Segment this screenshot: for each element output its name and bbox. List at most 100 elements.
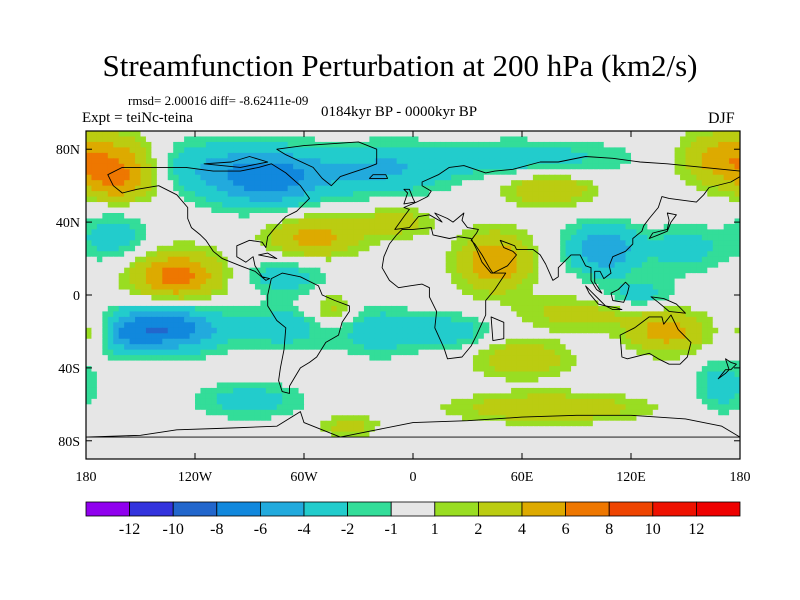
- field-cell: [118, 229, 125, 236]
- field-cell: [451, 316, 458, 323]
- field-cell: [701, 316, 708, 323]
- field-cell: [658, 234, 665, 241]
- field-cell: [156, 262, 163, 269]
- field-cell: [233, 152, 240, 159]
- field-cell: [723, 267, 730, 274]
- field-cell: [636, 131, 643, 138]
- field-cell: [669, 207, 676, 214]
- field-cell: [571, 196, 578, 203]
- field-cell: [118, 152, 125, 159]
- field-cell: [173, 234, 180, 241]
- field-cell: [233, 218, 240, 225]
- field-cell: [265, 327, 272, 334]
- field-cell: [511, 141, 518, 148]
- field-cell: [167, 163, 174, 170]
- field-cell: [718, 136, 725, 143]
- field-cell: [173, 158, 180, 165]
- field-cell: [467, 191, 474, 198]
- field-cell: [402, 191, 409, 198]
- field-cell: [729, 229, 736, 236]
- field-cell: [304, 262, 311, 269]
- field-cell: [167, 158, 174, 165]
- field-cell: [325, 169, 332, 176]
- field-cell: [418, 131, 425, 138]
- field-cell: [505, 223, 512, 230]
- field-cell: [696, 207, 703, 214]
- field-cell: [505, 333, 512, 340]
- field-cell: [609, 338, 616, 345]
- field-cell: [211, 344, 218, 351]
- field-cell: [483, 262, 490, 269]
- field-cell: [625, 158, 632, 165]
- field-cell: [145, 147, 152, 154]
- field-cell: [222, 273, 229, 280]
- field-cell: [314, 349, 321, 356]
- field-cell: [271, 152, 278, 159]
- field-cell: [325, 273, 332, 280]
- field-cell: [734, 169, 740, 176]
- field-cell: [603, 245, 610, 252]
- field-cell: [173, 284, 180, 291]
- field-cell: [265, 344, 272, 351]
- field-cell: [287, 273, 294, 280]
- field-cell: [178, 213, 185, 220]
- field-cell: [358, 289, 365, 296]
- field-cell: [195, 234, 202, 241]
- field-cell: [145, 229, 152, 236]
- field-cell: [685, 218, 692, 225]
- field-cell: [625, 256, 632, 263]
- field-cell: [587, 344, 594, 351]
- field-cell: [140, 163, 147, 170]
- field-cell: [587, 169, 594, 176]
- field-cell: [538, 267, 545, 274]
- field-cell: [429, 311, 436, 318]
- field-cell: [102, 300, 109, 307]
- field-cell: [587, 316, 594, 323]
- field-cell: [543, 305, 550, 312]
- field-cell: [342, 327, 349, 334]
- field-cell: [712, 300, 719, 307]
- field-cell: [423, 251, 430, 258]
- field-cell: [173, 218, 180, 225]
- field-cell: [663, 273, 670, 280]
- field-cell: [227, 174, 234, 181]
- field-cell: [652, 300, 659, 307]
- field-cell: [658, 131, 665, 138]
- field-cell: [249, 322, 256, 329]
- field-cell: [527, 180, 534, 187]
- field-cell: [233, 136, 240, 143]
- field-cell: [652, 191, 659, 198]
- field-cell: [276, 185, 283, 192]
- field-cell: [173, 240, 180, 247]
- field-cell: [729, 191, 736, 198]
- field-cell: [271, 131, 278, 138]
- field-cell: [189, 207, 196, 214]
- field-cell: [620, 322, 627, 329]
- field-cell: [260, 185, 267, 192]
- field-cell: [167, 256, 174, 263]
- field-cell: [690, 196, 697, 203]
- field-cell: [690, 278, 697, 285]
- field-cell: [342, 262, 349, 269]
- field-cell: [631, 163, 638, 170]
- field-cell: [145, 240, 152, 247]
- field-cell: [571, 131, 578, 138]
- field-cell: [396, 305, 403, 312]
- field-cell: [631, 180, 638, 187]
- field-cell: [418, 191, 425, 198]
- field-cell: [129, 262, 136, 269]
- field-cell: [369, 234, 376, 241]
- field-cell: [96, 234, 103, 241]
- field-cell: [107, 316, 114, 323]
- field-cell: [718, 338, 725, 345]
- field-cell: [696, 256, 703, 263]
- field-cell: [96, 245, 103, 252]
- field-cell: [363, 229, 370, 236]
- field-cell: [647, 223, 654, 230]
- field-cell: [483, 267, 490, 274]
- field-cell: [598, 136, 605, 143]
- field-cell: [325, 245, 332, 252]
- field-cell: [581, 136, 588, 143]
- field-cell: [462, 256, 469, 263]
- field-cell: [173, 256, 180, 263]
